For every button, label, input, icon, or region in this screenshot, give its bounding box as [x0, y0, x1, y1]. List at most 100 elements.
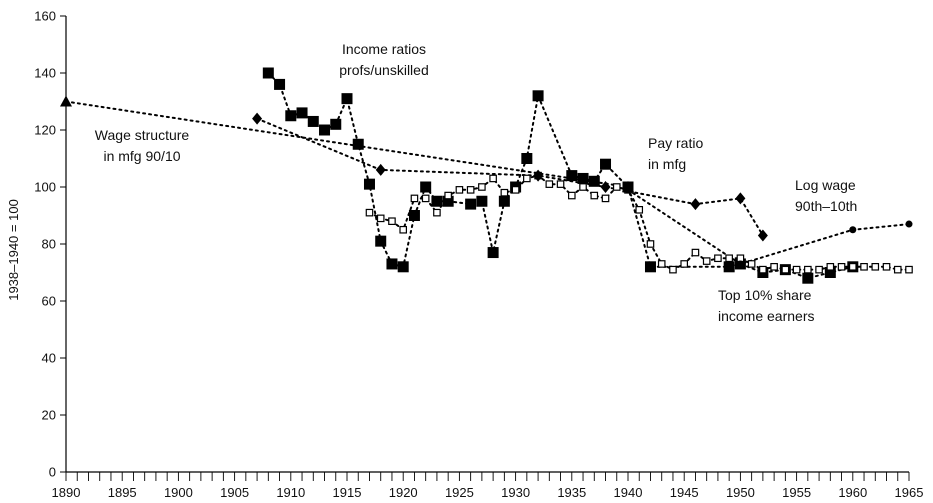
x-tick-label: 1965 [895, 485, 924, 500]
data-point-filled-square [375, 235, 387, 247]
data-point-open-square [815, 265, 823, 274]
data-point-open-square [747, 260, 756, 268]
x-tick-label: 1920 [389, 485, 418, 500]
annotation-text: in mfg 90/10 [103, 148, 180, 164]
data-point-diamond [533, 169, 544, 182]
y-tick-label: 100 [34, 180, 56, 195]
data-point-open-square [433, 208, 441, 217]
data-point-diamond [375, 163, 386, 176]
data-point-filled-square [521, 153, 533, 164]
data-point-filled-square [487, 247, 499, 259]
x-tick-label: 1905 [220, 485, 249, 500]
data-point-open-square [612, 183, 621, 191]
data-point-filled-square [274, 78, 286, 90]
data-point-filled-square [330, 118, 342, 130]
data-point-filled-square [498, 195, 510, 207]
data-point-filled-square [307, 115, 319, 127]
data-point-open-square [646, 240, 655, 248]
data-point-open-square [556, 180, 565, 188]
data-point-open-square [590, 191, 599, 200]
data-point-open-square [770, 263, 778, 271]
data-point-open-square [410, 194, 419, 203]
axes: 0 20 40 60 80 100 120 140 160 1890 1895 1900 1905 191… [34, 9, 923, 501]
data-point-open-square [500, 188, 509, 197]
x-tick-label: 1935 [557, 485, 586, 500]
data-point-filled-square [285, 110, 297, 122]
data-point-open-square [657, 260, 666, 268]
series-layer [60, 67, 913, 284]
data-point-filled-square [476, 195, 488, 207]
data-point-diamond [757, 229, 768, 242]
data-point-open-square [365, 208, 374, 217]
data-point-filled-square [465, 198, 477, 210]
data-point-open-square [455, 186, 464, 194]
data-point-filled-square [600, 158, 612, 170]
data-point-filled-square [566, 170, 578, 182]
data-point-filled-square [352, 138, 364, 150]
annotation-text: income earners [718, 308, 815, 324]
y-tick-label: 40 [42, 351, 56, 366]
y-tick-label: 20 [42, 408, 56, 423]
data-point-open-square [826, 263, 835, 271]
data-point-filled-square [644, 261, 656, 273]
y-tick-label: 160 [34, 9, 56, 24]
data-point-open-square [893, 265, 902, 274]
y-tick-label: 80 [42, 237, 56, 252]
data-point-filled-square [588, 175, 600, 187]
y-tick-label: 60 [42, 294, 56, 309]
series-line-filled-square [267, 72, 854, 280]
series-line-circle [627, 188, 910, 266]
y-tick-label: 140 [34, 66, 56, 81]
data-point-open-square [545, 180, 554, 188]
data-point-open-square [837, 263, 846, 271]
series-line-triangle [65, 100, 629, 188]
data-point-filled-square [824, 267, 836, 278]
x-tick-label: 1915 [333, 485, 362, 500]
data-point-filled-square [420, 181, 432, 193]
data-point-open-square [421, 194, 430, 203]
y-axis-title: 1938–1940 = 100 [6, 199, 21, 301]
data-point-filled-square [262, 67, 274, 79]
data-point-circle [624, 186, 632, 194]
annotation-text: Log wage [795, 177, 856, 193]
data-point-open-square [399, 225, 408, 234]
data-point-open-square [489, 174, 497, 183]
data-point-filled-square [723, 261, 735, 273]
data-point-circle [849, 226, 857, 234]
x-tick-label: 1950 [726, 485, 755, 500]
data-point-diamond [600, 181, 611, 193]
data-point-open-square [635, 206, 644, 214]
data-point-open-square [478, 183, 486, 191]
data-point-open-square [759, 265, 767, 274]
annotation-text: Income ratios [342, 41, 426, 57]
data-point-open-square [871, 263, 880, 271]
annotation-text: Top 10% share [718, 287, 812, 303]
data-point-diamond [735, 192, 746, 205]
data-point-diamond [252, 112, 263, 125]
data-point-open-square [781, 265, 790, 274]
x-tick-label: 1925 [445, 485, 474, 500]
data-point-open-square [860, 263, 868, 271]
data-point-filled-square [802, 272, 814, 284]
data-point-open-square [567, 191, 576, 200]
annotation-text: in mfg [648, 156, 686, 172]
data-point-filled-square [386, 258, 398, 270]
data-point-open-square [680, 260, 689, 268]
data-point-open-square [444, 191, 452, 200]
x-tick-label: 1955 [782, 485, 811, 500]
data-point-open-square [511, 186, 520, 194]
data-point-open-square [669, 265, 677, 274]
annotation-text: Pay ratio [648, 135, 703, 151]
data-point-open-square [702, 257, 711, 265]
data-point-triangle [60, 95, 72, 107]
data-point-filled-square [408, 210, 420, 221]
data-point-diamond [690, 198, 701, 211]
data-point-open-square [905, 265, 913, 274]
data-point-filled-square [319, 124, 331, 136]
data-point-filled-square [397, 261, 409, 273]
y-tick-label: 120 [34, 123, 56, 138]
data-point-open-square [523, 174, 531, 183]
data-point-filled-square [363, 178, 375, 190]
data-point-open-square [466, 186, 475, 194]
